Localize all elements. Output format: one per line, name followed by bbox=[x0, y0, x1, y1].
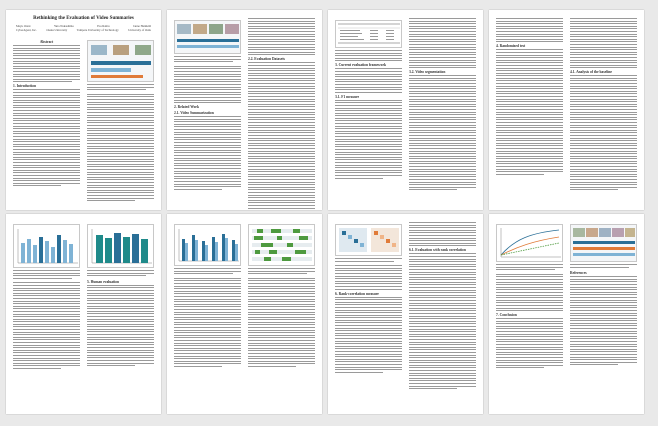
page-4: 4. Randomized test 4.1. Analysis of the … bbox=[489, 10, 644, 210]
section-heading: 4. Randomized test bbox=[496, 44, 526, 49]
column-right bbox=[248, 222, 315, 369]
column-left: 2. Related Work 2.1. Video Summarization bbox=[174, 18, 241, 191]
bar-chart-figure bbox=[13, 224, 80, 268]
subsection-heading: 4.1. Analysis of the baseline bbox=[570, 70, 612, 75]
author: Yuta Nakashima bbox=[53, 24, 74, 28]
column-right: 6.1. Evaluation with rank correlation bbox=[409, 222, 476, 391]
figure-caption bbox=[87, 84, 154, 92]
page-6 bbox=[167, 214, 322, 414]
column-right: 3.2. Video segmentation bbox=[409, 18, 476, 192]
paper-title: Rethinking the Evaluation of Video Summa… bbox=[33, 16, 134, 21]
column-left: 6. Rank-correlation measure bbox=[335, 222, 402, 374]
timeline-figure bbox=[248, 224, 315, 266]
column-right: 5. Human evaluation bbox=[87, 222, 154, 368]
column-right: 4.1. Analysis of the baseline bbox=[570, 18, 637, 192]
page-3: 3. Current evaluation framework 3.1. F1 … bbox=[328, 10, 483, 210]
references-heading: References bbox=[570, 271, 587, 276]
section-heading: 2. Related Work bbox=[174, 105, 199, 110]
column-left: 7. Conclusion bbox=[496, 222, 563, 370]
subsection-heading: 5. Human evaluation bbox=[87, 279, 120, 284]
table-figure bbox=[335, 20, 402, 48]
heatmap-figure bbox=[335, 224, 402, 256]
column-right bbox=[87, 38, 154, 203]
line-plot-figure bbox=[496, 224, 563, 262]
affiliation: Tampere University of Technology bbox=[76, 28, 119, 32]
affiliation-list: CyberAgent, Inc. Osaka University Tamper… bbox=[16, 28, 151, 32]
frame-strip-figure bbox=[174, 20, 241, 54]
abstract-heading: Abstract bbox=[39, 40, 54, 44]
affiliation: University of Oulu bbox=[128, 28, 151, 32]
bar-chart-figure bbox=[87, 224, 154, 268]
page-5: 5. Human evaluation bbox=[6, 214, 161, 414]
subsection-heading: 3.2. Video segmentation bbox=[409, 70, 446, 75]
column-left: Abstract 1. Introduction bbox=[13, 38, 80, 188]
column-left: 4. Randomized test bbox=[496, 18, 563, 176]
section-heading: 3. Current evaluation framework bbox=[335, 63, 387, 68]
author-list: Mayu Otani Yuta Nakashima Esa Rahtu Jann… bbox=[16, 24, 151, 28]
section-heading: 7. Conclusion bbox=[496, 313, 517, 318]
column-right: 2.2. Evaluation Datasets bbox=[248, 18, 315, 210]
author: Janne Heikkilä bbox=[133, 24, 151, 28]
bar-chart-figure bbox=[174, 224, 241, 266]
author: Esa Rahtu bbox=[97, 24, 110, 28]
subsection-heading: 2.1. Video Summarization bbox=[174, 111, 214, 116]
column-left: 3. Current evaluation framework 3.1. F1 … bbox=[335, 18, 402, 180]
affiliation: Osaka University bbox=[46, 28, 68, 32]
page-7: 6. Rank-correlation measure 6.1. Evaluat… bbox=[328, 214, 483, 414]
subsection-heading: 6.1. Evaluation with rank correlation bbox=[409, 248, 466, 253]
subsection-heading: 3.1. F1 measure bbox=[335, 94, 360, 99]
column-right: References bbox=[570, 222, 637, 367]
author: Mayu Otani bbox=[16, 24, 31, 28]
page-8: 7. Conclusion References bbox=[489, 214, 644, 414]
page-2: 2. Related Work 2.1. Video Summarization… bbox=[167, 10, 322, 210]
page-1: Rethinking the Evaluation of Video Summa… bbox=[6, 10, 161, 210]
qualitative-figure bbox=[570, 224, 637, 262]
affiliation: CyberAgent, Inc. bbox=[16, 28, 37, 32]
teaser-figure bbox=[87, 40, 154, 82]
column-left bbox=[13, 222, 80, 371]
section-heading: 6. Rank-correlation measure bbox=[335, 291, 379, 296]
section-heading: 1. Introduction bbox=[13, 84, 37, 89]
column-left bbox=[174, 222, 241, 369]
subsection-heading: 2.2. Evaluation Datasets bbox=[248, 57, 285, 62]
